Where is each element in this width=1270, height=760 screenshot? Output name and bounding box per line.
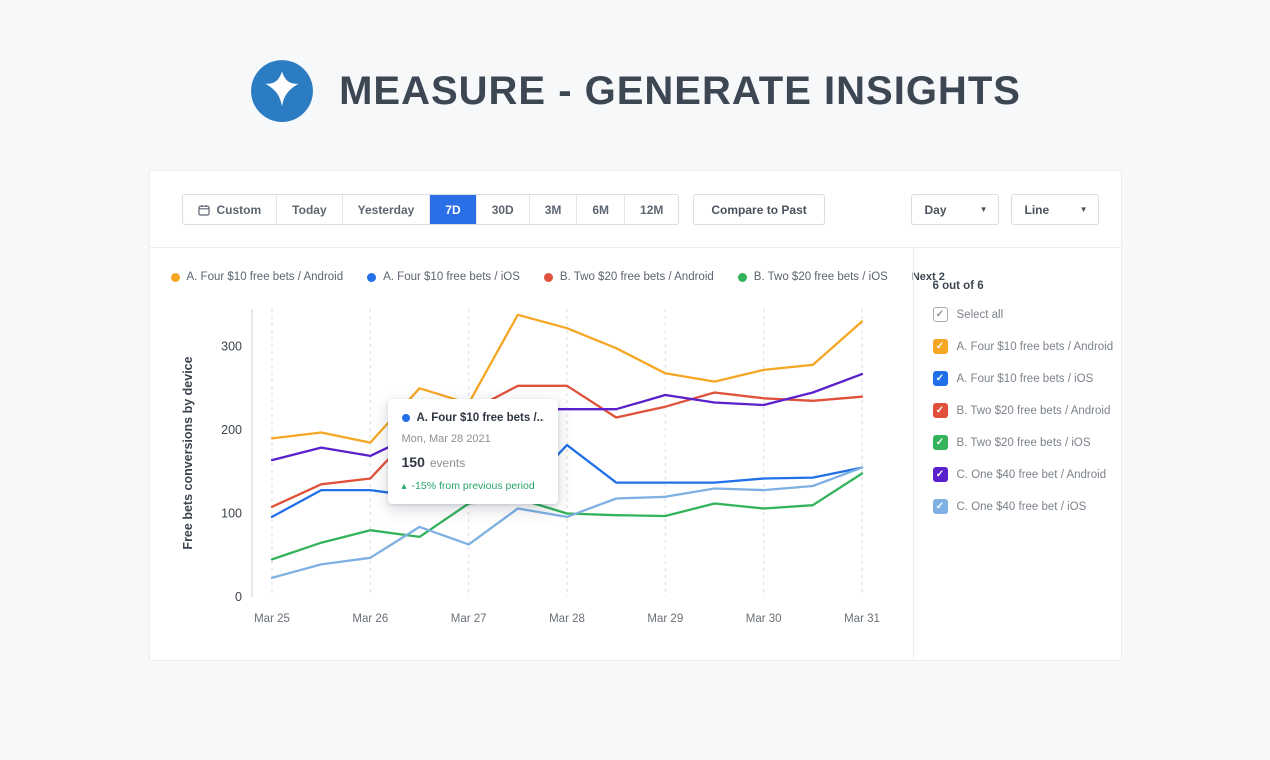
series-checkbox-label: C. One $40 free bet / Android	[956, 468, 1107, 481]
series-checkbox-row[interactable]: B. Two $20 free bets / Android	[932, 403, 1110, 418]
interval-select[interactable]: Day ▼	[910, 194, 999, 225]
series-sidebar: 6 out of 6 Select all A. Four $10 free b…	[912, 248, 1121, 660]
series-line-5	[270, 466, 863, 579]
range-button-label: 3M	[544, 202, 562, 217]
legend-dot-icon	[543, 272, 553, 282]
series-line-0	[270, 313, 863, 444]
select-all-checkbox[interactable]	[932, 307, 948, 322]
interval-select-value: Day	[924, 202, 947, 217]
range-button-label: Yesterday	[357, 202, 415, 217]
x-tick-label: Mar 30	[745, 613, 781, 625]
chart-panel: A. Four $10 free bets / Android A. Four $…	[150, 248, 945, 660]
series-checkbox-label: B. Two $20 free bets / Android	[956, 404, 1111, 417]
y-tick-label: 300	[221, 340, 242, 354]
toolbar-divider	[149, 247, 1121, 248]
legend-item-label: B. Two $20 free bets / iOS	[753, 271, 888, 283]
legend-dot-icon	[367, 272, 377, 282]
page-header: MEASURE - GENERATE INSIGHTS	[0, 0, 1270, 124]
x-tick-label: Mar 25	[254, 613, 290, 625]
series-checkbox-label: C. One $40 free bet / iOS	[956, 500, 1087, 513]
series-checkbox[interactable]	[932, 339, 948, 354]
range-button-yesterday[interactable]: Yesterday	[342, 195, 431, 224]
series-checkbox-row[interactable]: C. One $40 free bet / Android	[932, 467, 1107, 482]
legend-item-label: A. Four $10 free bets / Android	[186, 271, 344, 283]
range-group: Custom Today Yesterday 7D 30D 3M 6M 12M	[181, 194, 680, 225]
legend-item[interactable]: A. Four $10 free bets / Android	[170, 271, 344, 283]
chevron-down-icon: ▼	[979, 204, 988, 214]
legend-item-label: B. Two $20 free bets / Android	[559, 271, 714, 283]
chart-type-select[interactable]: Line ▼	[1010, 194, 1099, 225]
legend-next-link[interactable]: Next 2	[911, 271, 945, 283]
series-checkbox[interactable]	[932, 467, 948, 482]
x-tick-label: Mar 29	[647, 613, 683, 625]
legend-item[interactable]: B. Two $20 free bets / Android	[543, 271, 714, 283]
range-button-label: Today	[292, 202, 327, 217]
legend-item[interactable]: B. Two $20 free bets / iOS	[737, 271, 888, 283]
x-tick-label: Mar 31	[844, 613, 880, 625]
series-checkbox-row[interactable]: C. One $40 free bet / iOS	[932, 499, 1105, 514]
y-tick-label: 0	[235, 590, 242, 604]
series-line-2	[270, 384, 863, 508]
calendar-icon	[197, 204, 210, 216]
chart-legend: A. Four $10 free bets / Android A. Four $…	[150, 248, 945, 287]
range-button-custom[interactable]: Custom	[182, 195, 278, 224]
series-line-1	[270, 443, 863, 519]
range-button-today[interactable]: Today	[277, 195, 343, 224]
series-line-3	[270, 472, 863, 561]
chevron-down-icon: ▼	[1079, 204, 1088, 214]
series-line-4	[270, 372, 863, 462]
y-tick-label: 200	[221, 423, 242, 437]
toolbar-dropdowns: Day ▼ Line ▼	[910, 194, 1099, 225]
series-checkbox-label: A. Four $10 free bets / Android	[956, 340, 1114, 353]
analytics-card: Custom Today Yesterday 7D 30D 3M 6M 12M Compare…	[148, 170, 1122, 661]
legend-item-label: A. Four $10 free bets / iOS	[383, 271, 520, 283]
x-tick-label: Mar 27	[450, 613, 486, 625]
chart-type-select-value: Line	[1024, 202, 1050, 217]
series-checkbox-row[interactable]: A. Four $10 free bets / iOS	[932, 371, 1105, 386]
y-axis-label: Free bets conversions by device	[181, 356, 195, 549]
select-all-label: Select all	[956, 308, 1004, 321]
page-title: MEASURE - GENERATE INSIGHTS	[339, 68, 1021, 113]
series-checkbox[interactable]	[932, 403, 948, 418]
range-button-label: 7D	[445, 202, 461, 217]
range-button-label: 30D	[491, 202, 514, 217]
range-button-label: 6M	[592, 202, 610, 217]
series-checkbox-row[interactable]: A. Four $10 free bets / Android	[932, 339, 1113, 354]
series-checkbox[interactable]	[932, 435, 948, 450]
legend-dot-icon	[170, 272, 180, 282]
line-chart[interactable]: Mar 25 Mar 26 Mar 27 Mar 28 Mar 29 Mar 30 Mar …	[162, 291, 904, 643]
range-button-12m[interactable]: 12M	[625, 195, 679, 224]
select-all-row[interactable]: Select all	[932, 307, 1105, 322]
legend-item[interactable]: A. Four $10 free bets / iOS	[367, 271, 520, 283]
legend-dot-icon	[737, 272, 747, 282]
range-button-3m[interactable]: 3M	[529, 195, 578, 224]
compare-to-past-button[interactable]: Compare to Past	[693, 194, 825, 225]
series-count-label: 6 out of 6	[932, 280, 984, 292]
toolbar: Custom Today Yesterday 7D 30D 3M 6M 12M Compare…	[150, 171, 1121, 247]
series-checkbox-label: B. Two $20 free bets / iOS	[956, 436, 1091, 449]
range-button-7d[interactable]: 7D	[430, 195, 477, 224]
x-tick-label: Mar 28	[549, 613, 585, 625]
series-checkbox-row[interactable]: B. Two $20 free bets / iOS	[932, 435, 1105, 450]
series-checkbox-label: A. Four $10 free bets / iOS	[956, 372, 1094, 385]
x-tick-label: Mar 26	[352, 613, 388, 625]
series-checkbox[interactable]	[932, 371, 948, 386]
series-checkbox[interactable]	[932, 499, 948, 514]
y-tick-label: 100	[221, 507, 242, 521]
range-button-label: 12M	[640, 202, 664, 217]
chart-area: Mar 25 Mar 26 Mar 27 Mar 28 Mar 29 Mar 30 Mar …	[150, 287, 913, 660]
range-button-30d[interactable]: 30D	[476, 195, 530, 224]
range-button-label: Custom	[216, 202, 262, 217]
range-button-6m[interactable]: 6M	[577, 195, 626, 224]
brand-logo-icon	[251, 60, 313, 122]
